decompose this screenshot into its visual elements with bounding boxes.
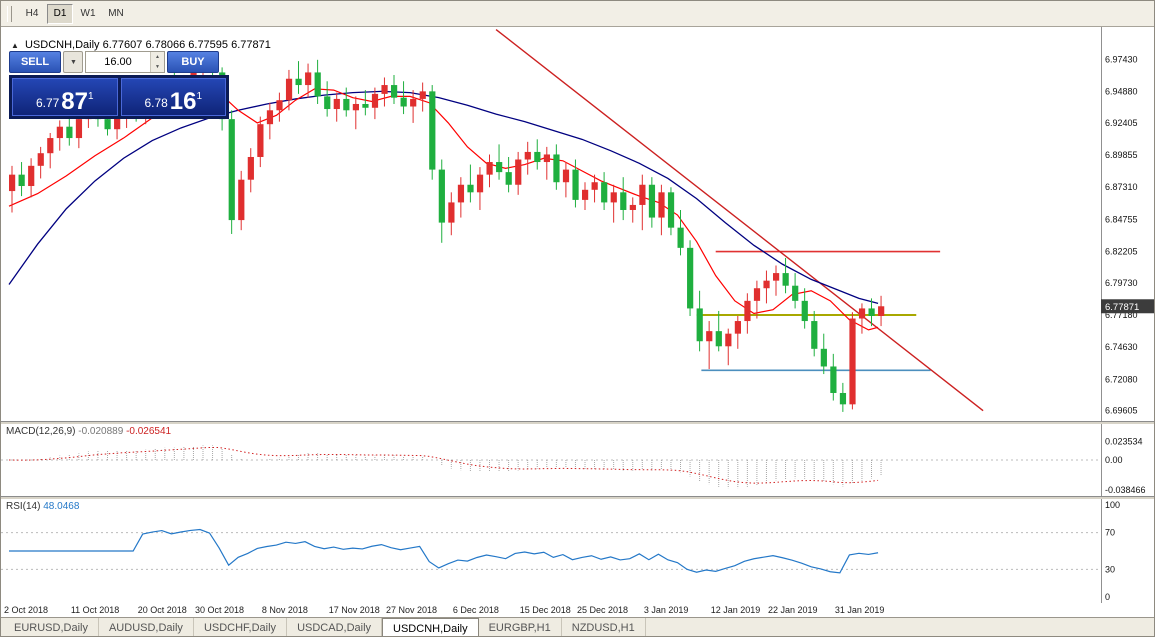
svg-text:6 Dec 2018: 6 Dec 2018 xyxy=(453,605,499,615)
chart-tab-audusd[interactable]: AUDUSD,Daily xyxy=(99,618,194,636)
svg-text:17 Nov 2018: 17 Nov 2018 xyxy=(329,605,380,615)
macd-name: MACD(12,26,9) xyxy=(6,426,76,437)
svg-text:6.92405: 6.92405 xyxy=(1105,118,1138,128)
timeframe-buttons: H4 D1 W1 MN xyxy=(18,3,130,24)
chevron-down-icon: ▼ xyxy=(70,58,77,66)
volume-spinner: ▲ ▼ xyxy=(150,52,164,72)
volume-input[interactable] xyxy=(86,52,150,72)
ohlc-low: 6.77595 xyxy=(188,39,229,51)
svg-text:6.72080: 6.72080 xyxy=(1105,374,1138,384)
svg-text:6.84755: 6.84755 xyxy=(1105,214,1138,224)
chart-tab-eurusd[interactable]: EURUSD,Daily xyxy=(4,618,99,636)
ohlc-close: 6.77871 xyxy=(231,39,271,51)
ohlc-open: 6.77607 xyxy=(102,39,143,51)
volume-field: ▲ ▼ xyxy=(85,51,165,73)
svg-text:6.89855: 6.89855 xyxy=(1105,150,1138,160)
timeframe-button-h4[interactable]: H4 xyxy=(19,4,45,24)
date-axis[interactable]: 2 Oct 2018 11 Oct 2018 20 Oct 2018 30 Oct 2… xyxy=(1,603,1155,617)
buy-price-sup: 1 xyxy=(196,91,203,102)
panel-splitter[interactable] xyxy=(1,421,1154,424)
one-click-trading-panel: SELL ▼ ▲ ▼ BUY 6.77 87 1 6.78 16 1 xyxy=(9,51,229,119)
svg-text:6.77180: 6.77180 xyxy=(1105,310,1138,320)
chart-tab-usdcad[interactable]: USDCAD,Daily xyxy=(287,618,383,636)
svg-text:30 Oct 2018: 30 Oct 2018 xyxy=(195,605,244,615)
svg-text:0: 0 xyxy=(1105,592,1110,602)
svg-text:22 Jan 2019: 22 Jan 2019 xyxy=(768,605,818,615)
rsi-value: 48.0468 xyxy=(43,501,80,512)
timeframe-button-w1[interactable]: W1 xyxy=(75,4,101,24)
timeframe-button-d1[interactable]: D1 xyxy=(47,3,73,24)
timeframe-toolbar: H4 D1 W1 MN xyxy=(1,1,1154,27)
buy-button[interactable]: BUY xyxy=(167,51,219,73)
buy-price-small: 6.78 xyxy=(144,96,168,110)
volume-increase-button[interactable]: ▲ xyxy=(151,52,164,62)
svg-text:20 Oct 2018: 20 Oct 2018 xyxy=(138,605,187,615)
svg-text:25 Dec 2018: 25 Dec 2018 xyxy=(577,605,628,615)
chart-tab-nzdusd[interactable]: NZDUSD,H1 xyxy=(562,618,646,636)
order-type-dropdown[interactable]: ▼ xyxy=(63,51,83,73)
chart-symbol-label: ▲ USDCNH,Daily 6.77607 6.78066 6.77595 6… xyxy=(11,39,271,51)
buy-quote[interactable]: 6.78 16 1 xyxy=(120,78,226,116)
svg-text:0.023534: 0.023534 xyxy=(1105,437,1143,447)
toolbar-grip[interactable] xyxy=(7,5,12,22)
sell-price-small: 6.77 xyxy=(35,96,60,110)
macd-main-value: -0.020889 xyxy=(78,426,124,437)
svg-text:31 Jan 2019: 31 Jan 2019 xyxy=(835,605,885,615)
svg-text:6.82205: 6.82205 xyxy=(1105,247,1138,257)
panel-splitter[interactable] xyxy=(1,496,1154,499)
svg-text:100: 100 xyxy=(1105,500,1120,510)
sell-price-big: 87 xyxy=(61,87,88,115)
svg-text:27 Nov 2018: 27 Nov 2018 xyxy=(386,605,437,615)
trade-controls-row: SELL ▼ ▲ ▼ BUY xyxy=(9,51,229,73)
svg-text:6.94880: 6.94880 xyxy=(1105,87,1138,97)
svg-text:6.77871: 6.77871 xyxy=(1105,302,1139,313)
rsi-name: RSI(14) xyxy=(6,501,41,512)
sell-quote[interactable]: 6.77 87 1 xyxy=(12,78,118,116)
timeframe-button-mn[interactable]: MN xyxy=(103,4,129,24)
svg-text:8 Nov 2018: 8 Nov 2018 xyxy=(262,605,308,615)
chart-marker-icon: ▲ xyxy=(11,41,19,50)
volume-decrease-button[interactable]: ▼ xyxy=(151,62,164,72)
rsi-indicator-label: RSI(14) 48.0468 xyxy=(6,501,79,512)
chart-tab-eurgbp[interactable]: EURGBP,H1 xyxy=(479,618,562,636)
chart-tab-usdchf[interactable]: USDCHF,Daily xyxy=(194,618,288,636)
sell-price-sup: 1 xyxy=(88,91,94,102)
svg-text:3 Jan 2019: 3 Jan 2019 xyxy=(644,605,689,615)
ohlc-high: 6.78066 xyxy=(145,39,186,51)
svg-text:15 Dec 2018: 15 Dec 2018 xyxy=(520,605,571,615)
svg-text:6.69605: 6.69605 xyxy=(1105,406,1138,416)
svg-text:6.74630: 6.74630 xyxy=(1105,342,1138,352)
buy-price-big: 16 xyxy=(169,87,197,115)
svg-text:11 Oct 2018: 11 Oct 2018 xyxy=(71,605,119,615)
rsi-panel-canvas[interactable]: 100 70 30 0 xyxy=(1,499,1155,603)
svg-text:12 Jan 2019: 12 Jan 2019 xyxy=(711,605,761,615)
chart-tab-bar: EURUSD,Daily AUDUSD,Daily USDCHF,Daily USDC… xyxy=(1,617,1154,636)
one-click-quotes: 6.77 87 1 6.78 16 1 xyxy=(9,75,229,119)
sell-button[interactable]: SELL xyxy=(9,51,61,73)
svg-text:70: 70 xyxy=(1105,528,1115,538)
chart-tab-usdcnh[interactable]: USDCNH,Daily xyxy=(382,618,479,636)
symbol-name: USDCNH,Daily xyxy=(24,39,100,51)
macd-indicator-label: MACD(12,26,9) -0.020889 -0.026541 xyxy=(6,426,171,437)
svg-text:0.00: 0.00 xyxy=(1105,455,1123,465)
svg-text:6.97430: 6.97430 xyxy=(1105,54,1138,64)
svg-text:6.87310: 6.87310 xyxy=(1105,182,1138,192)
svg-text:2 Oct 2018: 2 Oct 2018 xyxy=(4,605,48,615)
svg-text:6.79730: 6.79730 xyxy=(1105,278,1138,288)
macd-panel-canvas[interactable]: 0.023534 0.00 -0.038466 xyxy=(1,424,1155,496)
macd-signal-value: -0.026541 xyxy=(126,426,172,437)
svg-text:30: 30 xyxy=(1105,564,1115,574)
svg-text:-0.038466: -0.038466 xyxy=(1105,485,1146,495)
